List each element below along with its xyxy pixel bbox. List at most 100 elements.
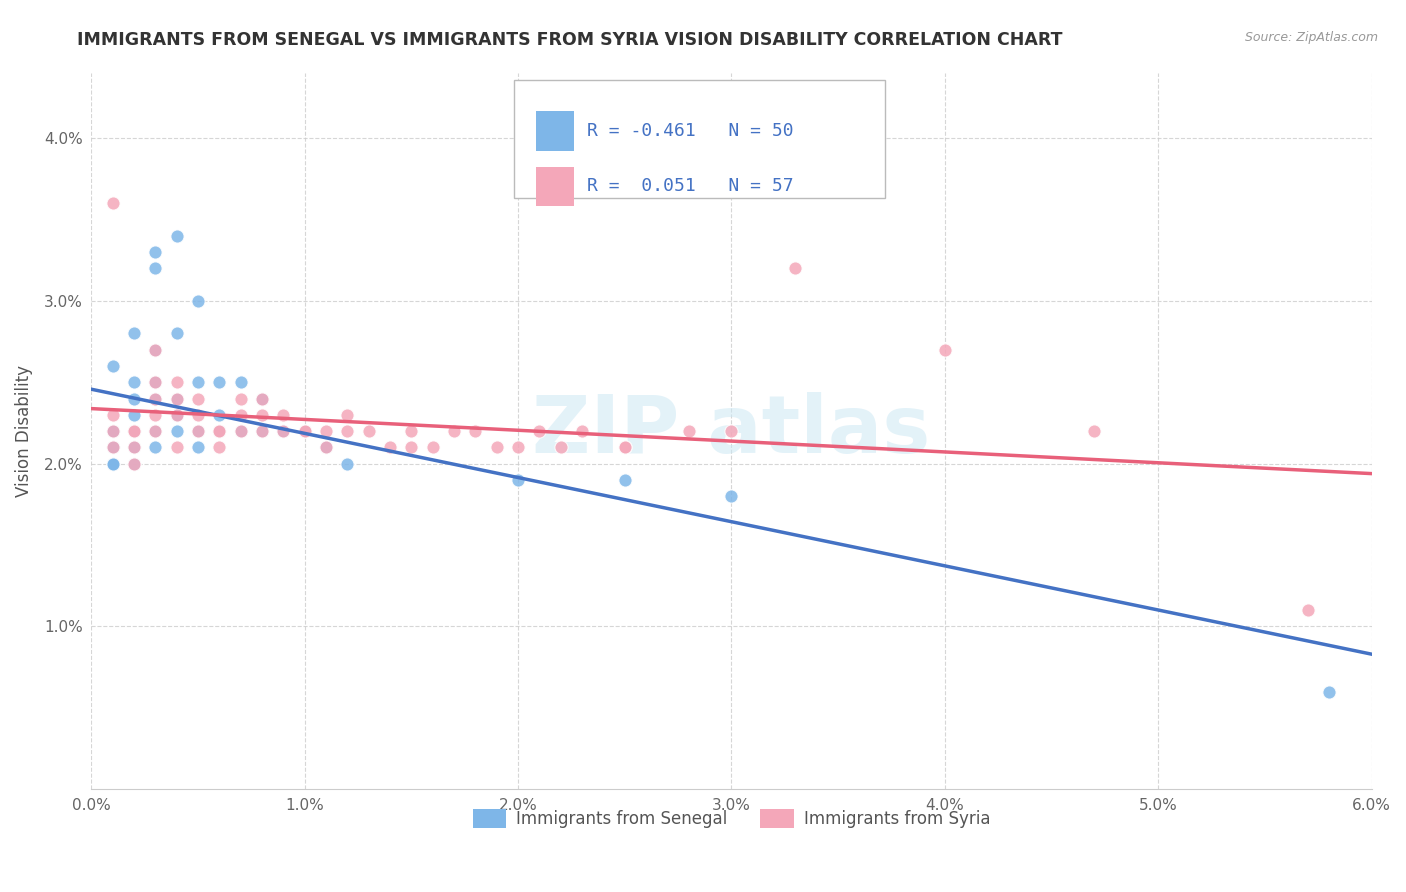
Point (101, 424, 124, 438)
Point (250, 408, 273, 422)
Point (422, 441, 444, 455)
Point (166, 392, 188, 406)
Point (101, 424, 124, 438)
Point (506, 473, 529, 487)
Point (529, 424, 551, 438)
Point (613, 441, 636, 455)
Point (208, 424, 231, 438)
Point (101, 408, 124, 422)
Point (294, 424, 316, 438)
Text: IMMIGRANTS FROM SENEGAL VS IMMIGRANTS FROM SYRIA VISION DISABILITY CORRELATION C: IMMIGRANTS FROM SENEGAL VS IMMIGRANTS FR… (77, 31, 1063, 49)
Point (336, 457, 359, 471)
Point (273, 424, 295, 438)
Point (143, 441, 166, 455)
Point (613, 473, 636, 487)
Point (208, 424, 231, 438)
Point (166, 228, 188, 243)
Point (443, 424, 465, 438)
Point (187, 293, 209, 308)
Point (101, 196, 124, 211)
Point (1083, 424, 1105, 438)
Point (401, 424, 423, 438)
Point (315, 424, 337, 438)
Point (143, 376, 166, 390)
Point (934, 343, 956, 357)
Text: Source: ZipAtlas.com: Source: ZipAtlas.com (1244, 31, 1378, 45)
Point (1296, 603, 1319, 617)
Point (187, 392, 209, 406)
Point (122, 392, 145, 406)
Point (143, 376, 166, 390)
Point (101, 359, 124, 373)
Point (166, 441, 188, 455)
Point (336, 408, 359, 422)
Point (208, 376, 231, 390)
Point (143, 424, 166, 438)
Point (122, 441, 145, 455)
Point (166, 392, 188, 406)
Point (166, 408, 188, 422)
Point (378, 441, 401, 455)
Point (315, 441, 337, 455)
Point (166, 408, 188, 422)
Y-axis label: Vision Disability: Vision Disability (15, 365, 32, 497)
Point (166, 326, 188, 341)
Point (101, 457, 124, 471)
Point (208, 441, 231, 455)
Point (122, 457, 145, 471)
Point (122, 424, 145, 438)
Point (101, 441, 124, 455)
Point (143, 424, 166, 438)
Point (187, 441, 209, 455)
Point (101, 424, 124, 438)
Point (336, 424, 359, 438)
Point (571, 424, 593, 438)
Point (101, 424, 124, 438)
Point (357, 424, 380, 438)
Point (229, 408, 252, 422)
Point (720, 424, 742, 438)
Point (187, 376, 209, 390)
Text: R =  0.051   N = 57: R = 0.051 N = 57 (586, 178, 793, 195)
Point (101, 457, 124, 471)
Point (122, 424, 145, 438)
Point (143, 245, 166, 260)
Point (101, 441, 124, 455)
FancyBboxPatch shape (536, 167, 574, 206)
Point (273, 424, 295, 438)
Point (143, 392, 166, 406)
Text: ZIP atlas: ZIP atlas (533, 392, 931, 470)
FancyBboxPatch shape (513, 80, 884, 198)
Point (122, 457, 145, 471)
Point (122, 424, 145, 438)
Point (122, 326, 145, 341)
Point (122, 408, 145, 422)
Point (401, 441, 423, 455)
Point (229, 424, 252, 438)
Point (229, 376, 252, 390)
Point (229, 392, 252, 406)
Point (166, 424, 188, 438)
Point (613, 441, 636, 455)
Point (143, 343, 166, 357)
Point (122, 441, 145, 455)
Point (250, 424, 273, 438)
Point (122, 441, 145, 455)
Point (229, 424, 252, 438)
Point (250, 392, 273, 406)
Point (678, 424, 700, 438)
FancyBboxPatch shape (536, 112, 574, 151)
Point (143, 408, 166, 422)
Point (187, 424, 209, 438)
Point (1317, 684, 1340, 698)
Point (315, 441, 337, 455)
Point (101, 457, 124, 471)
Point (464, 424, 486, 438)
Point (250, 424, 273, 438)
Point (101, 441, 124, 455)
Point (143, 261, 166, 276)
Point (273, 408, 295, 422)
Point (506, 441, 529, 455)
Point (208, 408, 231, 422)
Point (250, 392, 273, 406)
